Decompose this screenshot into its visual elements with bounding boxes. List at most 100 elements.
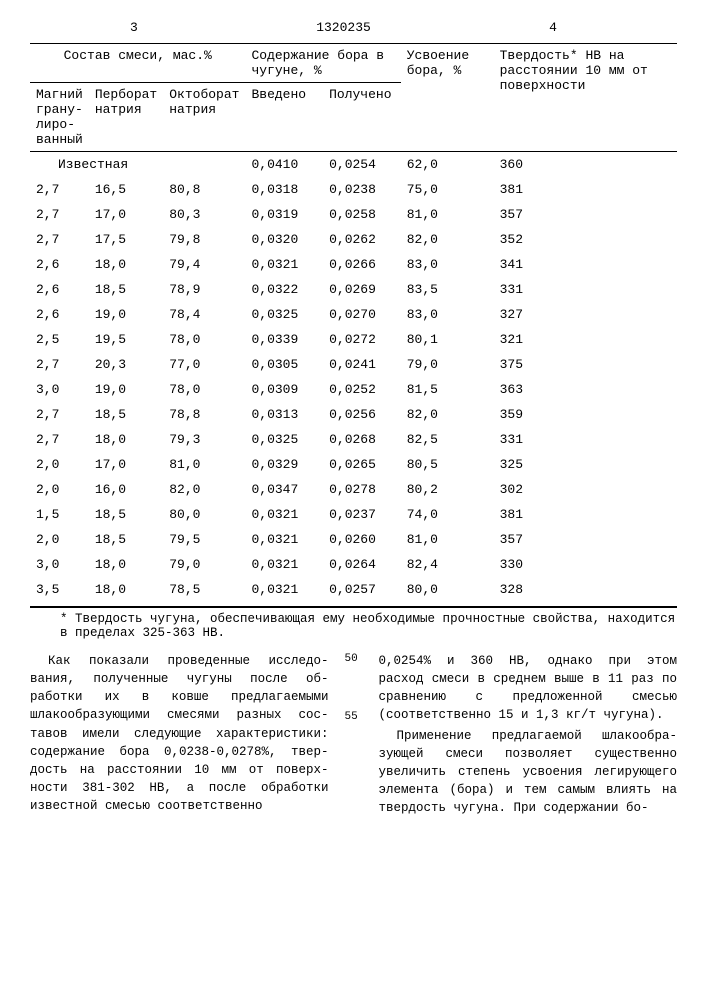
cell-mg: 2,7 — [30, 177, 89, 202]
page-header: 3 1320235 4 — [30, 20, 677, 35]
cell-pb: 18,0 — [89, 252, 163, 277]
table-row: 2,016,082,00,03470,027880,2302 — [30, 477, 677, 502]
cell-hb: 381 — [494, 177, 677, 202]
table-row: 2,618,578,90,03220,026983,5331 — [30, 277, 677, 302]
cell-abs: 74,0 — [401, 502, 494, 527]
cell-ob: 79,8 — [163, 227, 245, 252]
table-row: 2,619,078,40,03250,027083,0327 — [30, 302, 677, 327]
cell-pb: 18,0 — [89, 427, 163, 452]
page-number-left: 3 — [130, 20, 138, 35]
cell-hb: 359 — [494, 402, 677, 427]
table-row: 3,018,079,00,03210,026482,4330 — [30, 552, 677, 577]
cell-in: 0,0321 — [245, 552, 323, 577]
th-mg: Магний грану­лиро­ванный — [30, 83, 89, 152]
cell-abs: 80,0 — [401, 577, 494, 602]
cell-hb: 325 — [494, 452, 677, 477]
cell-in: 0,0329 — [245, 452, 323, 477]
cell-out: 0,0270 — [323, 302, 401, 327]
table-row: 2,717,080,30,03190,025881,0357 — [30, 202, 677, 227]
table-row: 2,618,079,40,03210,026683,0341 — [30, 252, 677, 277]
cell-hb: 363 — [494, 377, 677, 402]
cell-abs: 81,0 — [401, 202, 494, 227]
cell-mg: 3,0 — [30, 377, 89, 402]
cell-mg: 2,6 — [30, 277, 89, 302]
patent-number: 1320235 — [316, 20, 371, 35]
cell-mg: 2,0 — [30, 452, 89, 477]
table-row: 2,716,580,80,03180,023875,0381 — [30, 177, 677, 202]
cell-mg: 2,7 — [30, 427, 89, 452]
cell-ob: 79,0 — [163, 552, 245, 577]
cell-hb: 352 — [494, 227, 677, 252]
th-octoborate: Октоборат натрия — [163, 83, 245, 152]
cell-ob: 79,3 — [163, 427, 245, 452]
table-row: Известная0,04100,025462,0360 — [30, 152, 677, 178]
cell-hb: 327 — [494, 302, 677, 327]
table-row: 3,019,078,00,03090,025281,5363 — [30, 377, 677, 402]
cell-mg: 2,6 — [30, 252, 89, 277]
body-text: Как показали проведенные исследо­вания, … — [30, 652, 677, 817]
body-right-column: 0,0254% и 360 НВ, однако при этом расход… — [379, 652, 678, 817]
cell-in: 0,0319 — [245, 202, 323, 227]
cell-pb: 16,5 — [89, 177, 163, 202]
body-right-text-1: 0,0254% и 360 НВ, однако при этом расход… — [379, 654, 678, 722]
line-numbers: 50 55 — [345, 652, 363, 817]
cell-pb: 19,5 — [89, 327, 163, 352]
cell-pb: 17,0 — [89, 452, 163, 477]
cell-ob: 78,4 — [163, 302, 245, 327]
cell-pb: 18,5 — [89, 277, 163, 302]
cell-hb: 330 — [494, 552, 677, 577]
table-row: 1,518,580,00,03210,023774,0381 — [30, 502, 677, 527]
cell-in: 0,0321 — [245, 527, 323, 552]
cell-pb: 18,0 — [89, 552, 163, 577]
cell-pb: 17,5 — [89, 227, 163, 252]
cell-pb: 20,3 — [89, 352, 163, 377]
line-num-50: 50 — [345, 652, 358, 668]
cell-pb: 18,5 — [89, 402, 163, 427]
cell-abs: 83,0 — [401, 252, 494, 277]
data-table: Состав смеси, мас.% Содержание бора в чу… — [30, 43, 677, 602]
cell-abs: 81,5 — [401, 377, 494, 402]
cell-hb: 328 — [494, 577, 677, 602]
cell-pb: 19,0 — [89, 377, 163, 402]
cell-known: Известная — [30, 152, 245, 178]
cell-in: 0,0347 — [245, 477, 323, 502]
cell-mg: 2,7 — [30, 352, 89, 377]
cell-ob: 80,3 — [163, 202, 245, 227]
table-row: 2,519,578,00,03390,027280,1321 — [30, 327, 677, 352]
cell-ob: 80,8 — [163, 177, 245, 202]
cell-out: 0,0278 — [323, 477, 401, 502]
cell-abs: 82,0 — [401, 402, 494, 427]
cell-in: 0,0321 — [245, 502, 323, 527]
table-row: 2,720,377,00,03050,024179,0375 — [30, 352, 677, 377]
cell-abs: 62,0 — [401, 152, 494, 178]
cell-hb: 357 — [494, 202, 677, 227]
cell-ob: 80,0 — [163, 502, 245, 527]
cell-mg: 2,7 — [30, 227, 89, 252]
cell-hb: 331 — [494, 427, 677, 452]
table-row: 2,017,081,00,03290,026580,5325 — [30, 452, 677, 477]
cell-in: 0,0325 — [245, 427, 323, 452]
cell-abs: 83,0 — [401, 302, 494, 327]
cell-mg: 2,7 — [30, 202, 89, 227]
cell-pb: 16,0 — [89, 477, 163, 502]
cell-mg: 2,0 — [30, 477, 89, 502]
cell-ob: 78,0 — [163, 377, 245, 402]
cell-ob: 78,0 — [163, 327, 245, 352]
cell-hb: 357 — [494, 527, 677, 552]
cell-abs: 81,0 — [401, 527, 494, 552]
cell-ob: 78,5 — [163, 577, 245, 602]
cell-hb: 321 — [494, 327, 677, 352]
cell-mg: 2,7 — [30, 402, 89, 427]
table-row: 2,718,079,30,03250,026882,5331 — [30, 427, 677, 452]
cell-out: 0,0252 — [323, 377, 401, 402]
cell-abs: 80,5 — [401, 452, 494, 477]
cell-mg: 1,5 — [30, 502, 89, 527]
table-row: 3,518,078,50,03210,025780,0328 — [30, 577, 677, 602]
body-left-text: Как показали проведенные исследо­вания, … — [30, 654, 329, 813]
cell-out: 0,0238 — [323, 177, 401, 202]
table-row: 2,018,579,50,03210,026081,0357 — [30, 527, 677, 552]
cell-abs: 82,4 — [401, 552, 494, 577]
cell-hb: 381 — [494, 502, 677, 527]
cell-in: 0,0325 — [245, 302, 323, 327]
cell-hb: 341 — [494, 252, 677, 277]
